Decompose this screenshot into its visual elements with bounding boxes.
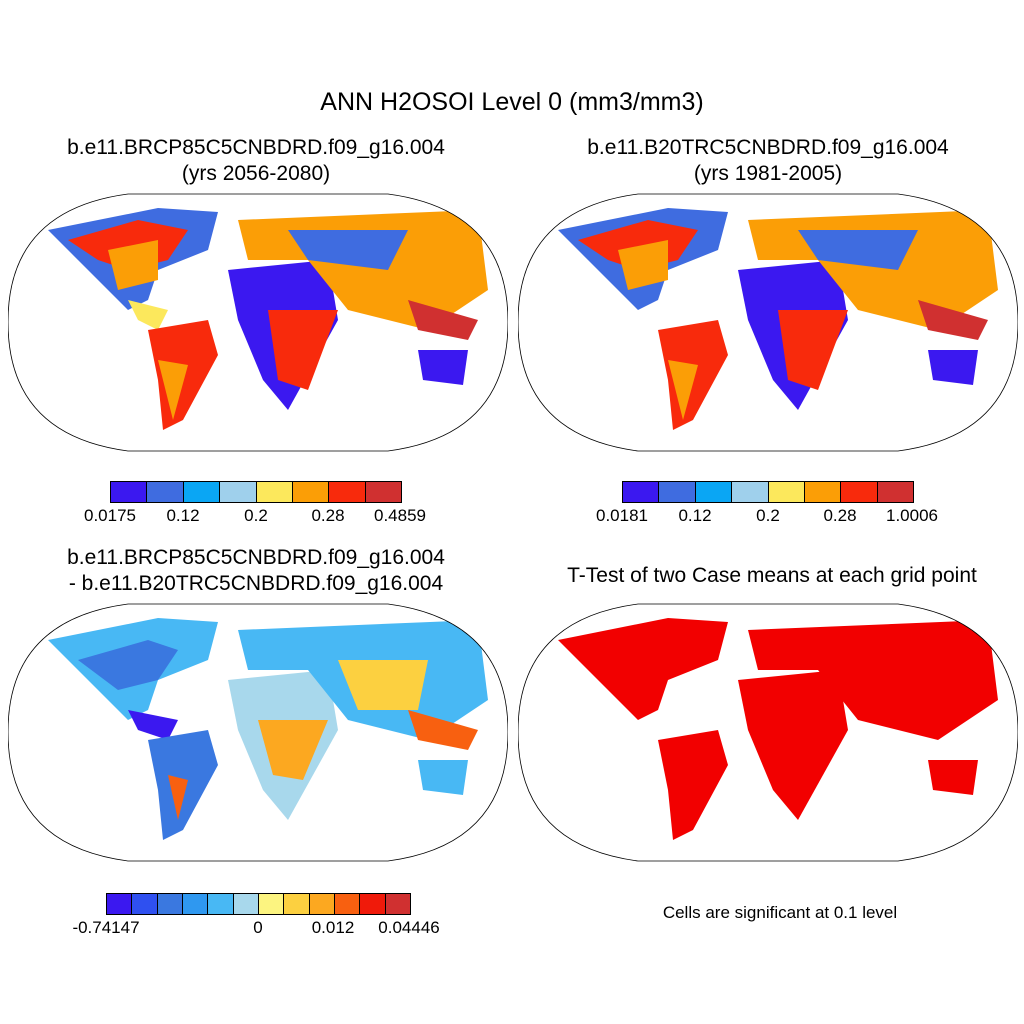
panel-3-colorbar-swatch (107, 894, 133, 914)
panel-2-colorbar-label: 1.0006 (886, 506, 938, 525)
panel-2-colorbar-label: 0.2 (756, 506, 780, 525)
panel-2-colorbar-label: 0.28 (823, 506, 857, 525)
panel-1-colorbar-swatch (256, 482, 293, 502)
panel-4-title: T-Test of two Case means at each grid po… (567, 564, 977, 587)
panel-3-colorbar (106, 893, 411, 915)
panel-2-map-border (518, 193, 1018, 452)
panel-3-map (8, 603, 508, 862)
panel-2-colorbar-label: 0.12 (678, 506, 712, 525)
panel-2-title-line1: b.e11.B20TRC5CNBDRD.f09_g16.004 (587, 136, 949, 159)
panel-3-colorbar-swatch (208, 894, 234, 914)
panel-1-colorbar-label: 0.4859 (374, 506, 426, 525)
panel-1-colorbar-swatch (111, 482, 148, 502)
panel-3-colorbar-swatch (385, 894, 410, 914)
panel-3-colorbar-swatch (334, 894, 361, 914)
panel-2-map (518, 193, 1018, 452)
main-title: ANN H2OSOI Level 0 (mm3/mm3) (320, 88, 704, 116)
panel-3-colorbar-swatch (182, 894, 209, 914)
panel-1-title-line1: b.e11.BRCP85C5CNBDRD.f09_g16.004 (67, 136, 445, 159)
panel-3-land (48, 618, 488, 840)
panel-1-map (8, 193, 508, 452)
panel-1-map-border (8, 193, 508, 452)
panel-2-colorbar-swatch (732, 482, 769, 502)
panel-3-colorbar-swatch (360, 894, 386, 914)
significance-note: Cells are significant at 0.1 level (662, 903, 898, 922)
panel-1-colorbar-label: 0.2 (244, 506, 268, 525)
panel-2-title-line2: (yrs 1981-2005) (693, 162, 843, 185)
panel-2-land (558, 208, 998, 430)
panel-1-colorbar-swatch (147, 482, 184, 502)
panel-3-title-line2: - b.e11.B20TRC5CNBDRD.f09_g16.004 (68, 572, 444, 595)
panel-2-colorbar-swatch (659, 482, 696, 502)
panel-1-colorbar-swatch (220, 482, 257, 502)
panel-3-colorbar-swatch (233, 894, 259, 914)
panel-3-map-border (8, 603, 508, 862)
panel-1-land (48, 208, 488, 430)
panel-1-colorbar-swatch (292, 482, 330, 502)
panel-2-colorbar-label: 0.0181 (596, 506, 648, 525)
panel-2-colorbar-swatch (804, 482, 842, 502)
panel-2-colorbar-swatch (877, 482, 913, 502)
panel-3-colorbar-swatch (258, 894, 285, 914)
panel-4-map-border (518, 603, 1018, 862)
panel-4-land (558, 618, 998, 840)
panel-1-colorbar-label: 0.28 (311, 506, 345, 525)
panel-3-colorbar-swatch (309, 894, 335, 914)
panel-1-colorbar-swatch (365, 482, 401, 502)
panel-2-colorbar-swatch (841, 482, 878, 502)
panel-3-colorbar-label: -0.74147 (72, 918, 140, 937)
panel-4-map (518, 603, 1018, 862)
panel-3-title: b.e11.BRCP85C5CNBDRD.f09_g16.004 - b.e11… (12, 545, 500, 597)
panel-3-colorbar-label: 0.04446 (378, 918, 440, 937)
panel-3-colorbar-label: 0 (253, 918, 263, 937)
panel-3-title-line1: b.e11.BRCP85C5CNBDRD.f09_g16.004 (67, 546, 445, 569)
panel-1-colorbar (110, 481, 402, 503)
panel-3-colorbar-swatch (132, 894, 158, 914)
panel-1-colorbar-swatch (183, 482, 221, 502)
panel-2-colorbar-swatch (623, 482, 660, 502)
panel-1-colorbar-label: 0.12 (166, 506, 200, 525)
panel-1-title-line2: (yrs 2056-2080) (181, 162, 331, 185)
panel-1-colorbar-swatch (329, 482, 366, 502)
panel-3-colorbar-label: 0.012 (311, 918, 355, 937)
panel-2-colorbar-swatch (768, 482, 805, 502)
panel-2-colorbar-swatch (695, 482, 733, 502)
panel-1-title: b.e11.BRCP85C5CNBDRD.f09_g16.004 (yrs 20… (12, 135, 500, 187)
panel-1-colorbar-label: 0.0175 (84, 506, 136, 525)
panel-3-colorbar-swatch (157, 894, 183, 914)
panel-3-colorbar-swatch (284, 894, 310, 914)
panel-2-title: b.e11.B20TRC5CNBDRD.f09_g16.004 (yrs 198… (524, 135, 1012, 187)
panel-2-colorbar (622, 481, 914, 503)
